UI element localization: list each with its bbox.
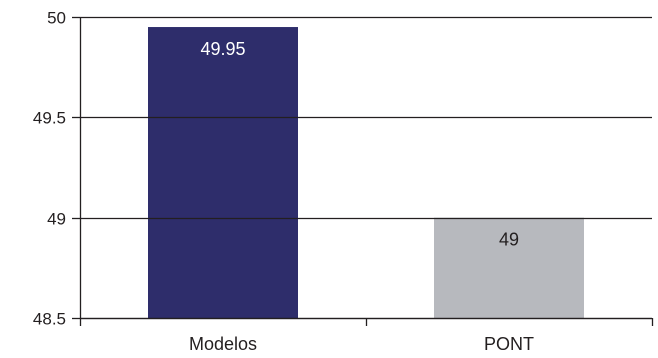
y-tick-label: 49 <box>47 210 66 229</box>
bar-modelos <box>148 27 298 319</box>
data-label: 49 <box>499 230 519 250</box>
data-label: 49.95 <box>200 39 245 59</box>
y-tick-label: 48.5 <box>33 310 66 329</box>
y-tick-label: 50 <box>47 9 66 28</box>
bar-pont <box>434 217 584 318</box>
x-category-label: PONT <box>484 334 534 354</box>
axes <box>72 16 654 326</box>
bars <box>148 27 584 319</box>
y-tick-label: 49.5 <box>33 109 66 128</box>
labels: 48.5 49 49.5 50 49.95 Modelos 49 PONT <box>33 9 534 355</box>
x-category-label: Modelos <box>189 334 257 354</box>
